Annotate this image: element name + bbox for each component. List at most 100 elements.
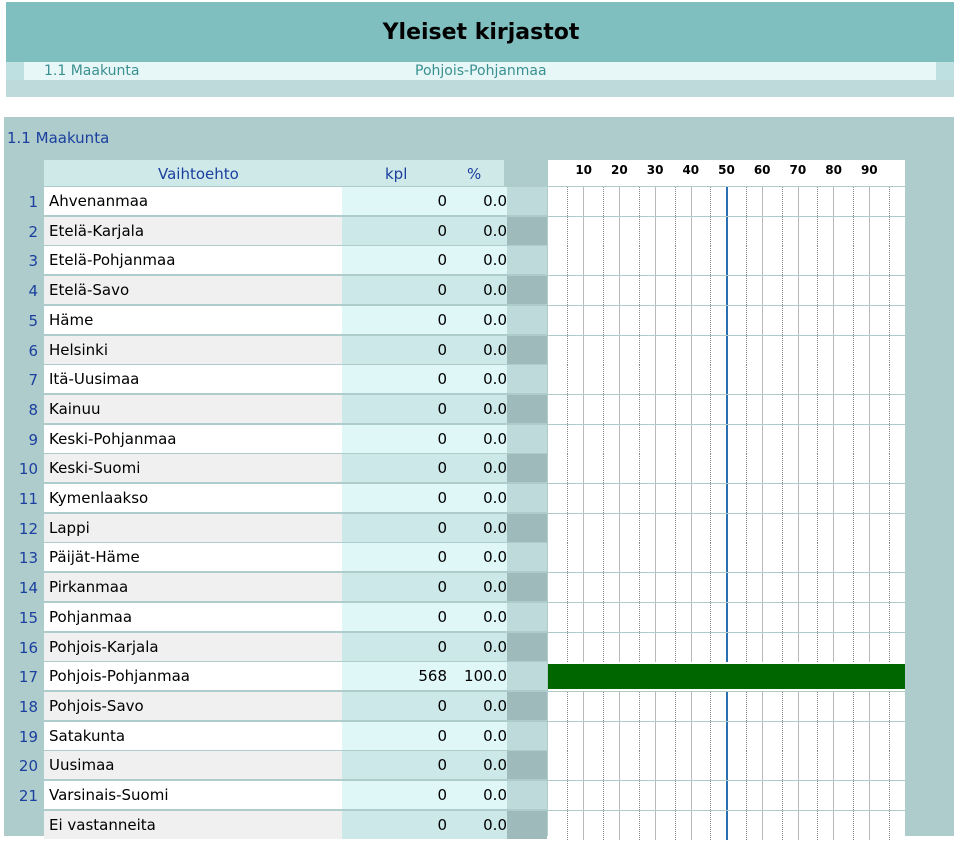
report-title: Yleiset kirjastot: [382, 20, 580, 45]
row-number: 9: [28, 430, 38, 449]
row-end: [905, 365, 950, 393]
chart-tick-label: 40: [682, 163, 700, 177]
chart-grid-line: [654, 781, 656, 810]
chart-grid-minor: [567, 365, 569, 395]
chart-grid-line: [654, 573, 656, 603]
chart-grid-minor: [603, 454, 605, 484]
chart-grid-minor: [603, 632, 605, 662]
chart-grid-minor: [853, 276, 855, 306]
row-end: [905, 425, 950, 453]
chart-grid-minor: [674, 246, 677, 276]
chart-grid-minor: [853, 751, 855, 781]
chart-grid-line: [726, 276, 729, 306]
chart-grid-minor: [853, 632, 855, 662]
chart-grid-line: [726, 454, 729, 484]
chart-grid-line: [797, 721, 799, 751]
chart-grid-minor: [674, 810, 677, 840]
row-option-name: Uusimaa: [44, 751, 347, 780]
chart-grid-minor: [781, 335, 784, 365]
chart-grid-line: [583, 424, 585, 454]
chart-grid-line: [654, 691, 656, 721]
chart-grid-line: [726, 484, 729, 513]
table-row: 20 Uusimaa 0 0.0: [4, 751, 954, 781]
row-count: 0: [342, 394, 451, 423]
chart-grid-line: [619, 721, 621, 751]
chart-grid-line: [869, 602, 871, 632]
chart-grid-minor: [710, 276, 712, 306]
chart-grid-minor: [817, 216, 819, 246]
chart-grid-minor: [603, 751, 605, 781]
chart-grid-line: [833, 424, 835, 454]
chart-grid-minor: [674, 394, 677, 424]
chart-grid-minor: [710, 810, 712, 840]
chart-grid-minor: [781, 721, 784, 751]
row-percent: 100.0: [451, 662, 511, 691]
chart-grid-minor: [853, 484, 855, 513]
row-number: 10: [18, 460, 38, 479]
chart-grid-minor: [674, 513, 677, 543]
chart-grid-line: [797, 573, 799, 603]
chart-grid-minor: [781, 810, 784, 840]
chart-grid-line: [797, 691, 799, 721]
chart-grid-minor: [638, 246, 641, 276]
chart-grid-minor: [567, 394, 569, 424]
chart-grid-minor: [817, 305, 819, 335]
chart-grid-minor: [817, 246, 819, 276]
chart-grid-line: [690, 365, 692, 395]
row-option-name: Satakunta: [44, 721, 347, 750]
row-number: 19: [18, 727, 38, 746]
row-spacer: [507, 721, 547, 750]
chart-grid-line: [761, 335, 763, 365]
chart-grid-minor: [674, 216, 677, 246]
table-row: 9 Keski-Pohjanmaa 0 0.0: [4, 424, 954, 455]
row-chart-cell: [548, 721, 905, 751]
row-option-name: Kymenlaakso: [44, 484, 347, 512]
chart-grid-line: [690, 424, 692, 454]
chart-grid-line: [761, 513, 763, 543]
chart-grid-minor: [888, 276, 891, 306]
chart-grid-minor: [888, 632, 891, 662]
row-end: [905, 811, 950, 839]
chart-grid-minor: [674, 632, 677, 662]
table-row: 11 Kymenlaakso 0 0.0: [4, 484, 954, 514]
chart-grid-minor: [638, 305, 641, 335]
chart-grid-line: [690, 721, 692, 751]
row-spacer: [507, 394, 547, 423]
chart-grid-line: [797, 216, 799, 246]
chart-grid-minor: [674, 751, 677, 781]
row-option-name: Varsinais-Suomi: [44, 781, 347, 809]
row-chart-cell: [548, 602, 905, 632]
row-percent: 0.0: [451, 602, 511, 631]
chart-grid-line: [726, 365, 729, 395]
chart-axis: 10 20 30 40 50 60 70 80 90: [548, 160, 905, 186]
chart-grid-minor: [603, 216, 605, 246]
chart-grid-line: [869, 781, 871, 810]
chart-grid-line: [619, 751, 621, 781]
chart-grid-minor: [710, 484, 712, 513]
row-spacer: [507, 513, 547, 542]
column-header-band: [44, 160, 504, 186]
chart-grid-line: [833, 365, 835, 395]
row-count: 0: [342, 573, 451, 602]
row-number: 17: [18, 668, 38, 687]
chart-grid-minor: [710, 513, 712, 543]
row-percent: 0.0: [451, 394, 511, 423]
row-count: 0: [342, 721, 451, 750]
chart-grid-minor: [888, 751, 891, 781]
section-title: 1.1 Maakunta: [7, 129, 110, 147]
row-option-name: Kainuu: [44, 394, 347, 423]
chart-grid-line: [797, 513, 799, 543]
chart-grid-minor: [888, 484, 891, 513]
row-percent: 0.0: [451, 454, 511, 483]
chart-grid-line: [654, 454, 656, 484]
row-count: 0: [342, 543, 451, 572]
chart-grid-line: [761, 751, 763, 781]
row-count: 0: [342, 276, 451, 305]
chart-grid-minor: [567, 781, 569, 810]
header-title-band: Yleiset kirjastot: [6, 2, 954, 62]
chart-grid-line: [797, 632, 799, 662]
row-chart-cell: [548, 305, 905, 335]
chart-grid-minor: [745, 484, 748, 513]
row-percent: 0.0: [451, 484, 511, 512]
chart-grid-minor: [888, 810, 891, 840]
